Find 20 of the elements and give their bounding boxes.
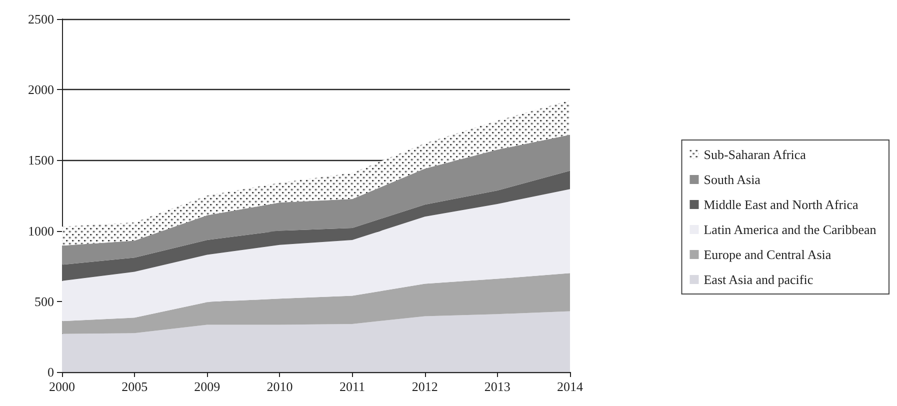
legend-label: Europe and Central Asia [704,247,832,262]
x-tick-label: 2014 [557,379,584,394]
legend-label: Sub-Saharan Africa [704,147,806,162]
legend-label: Latin America and the Caribbean [704,222,877,237]
x-tick-label: 2011 [340,379,366,394]
x-tick-label: 2009 [194,379,220,394]
y-tick-label: 500 [34,294,54,309]
x-tick-label: 2005 [122,379,148,394]
legend-label: South Asia [704,172,761,187]
legend-label: East Asia and pacific [704,272,814,287]
x-tick-label: 2010 [266,379,293,394]
y-tick-label: 2000 [28,82,54,98]
x-tick-label: 2013 [484,379,510,394]
y-tick-label: 1500 [28,152,54,168]
y-tick-label: 2500 [28,12,54,26]
x-tick-label: 2000 [49,379,75,394]
x-tick-label: 2012 [412,379,438,394]
y-tick-label: 1000 [28,223,54,238]
y-tick-label: 0 [48,364,54,380]
legend-label: Middle East and North Africa [704,197,858,212]
